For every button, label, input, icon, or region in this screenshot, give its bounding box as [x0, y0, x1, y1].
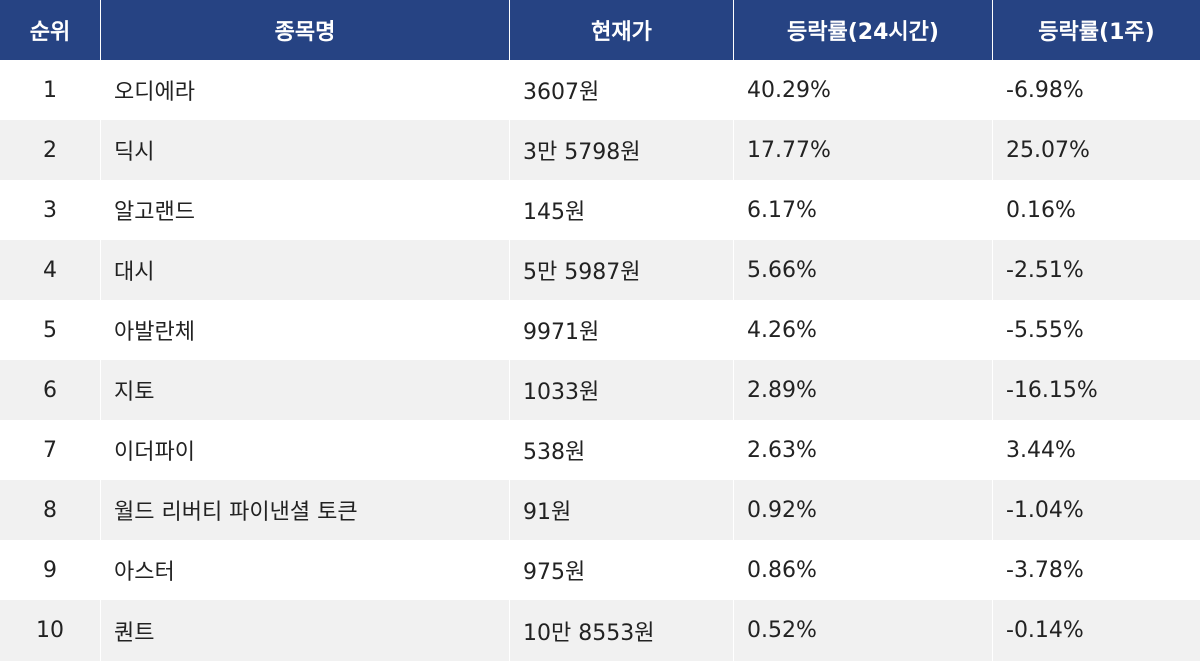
change-24h-cell: 0.86%: [733, 540, 992, 600]
table-body: 1 오디에라 3607원 40.29% -6.98% 2 딕시 3만 5798원…: [0, 60, 1200, 661]
change-1w-cell: 3.44%: [992, 420, 1200, 480]
rank-cell: 2: [0, 120, 100, 180]
change-24h-cell: 17.77%: [733, 120, 992, 180]
change-24h-cell: 40.29%: [733, 60, 992, 120]
rank-cell: 8: [0, 480, 100, 540]
change-24h-cell: 4.26%: [733, 300, 992, 360]
name-cell: 지토: [100, 360, 509, 420]
table-row: 7 이더파이 538원 2.63% 3.44%: [0, 420, 1200, 480]
header-change-24h: 등락률(24시간): [733, 0, 992, 60]
name-cell: 알고랜드: [100, 180, 509, 240]
change-1w-cell: -2.51%: [992, 240, 1200, 300]
name-cell: 대시: [100, 240, 509, 300]
table-row: 4 대시 5만 5987원 5.66% -2.51%: [0, 240, 1200, 300]
rank-cell: 6: [0, 360, 100, 420]
price-cell: 10만 8553원: [509, 600, 733, 661]
change-1w-cell: -16.15%: [992, 360, 1200, 420]
change-1w-cell: -3.78%: [992, 540, 1200, 600]
name-cell: 퀀트: [100, 600, 509, 661]
rank-cell: 1: [0, 60, 100, 120]
table-header: 순위 종목명 현재가 등락률(24시간) 등락률(1주): [0, 0, 1200, 60]
price-cell: 145원: [509, 180, 733, 240]
change-1w-cell: -6.98%: [992, 60, 1200, 120]
table-row: 2 딕시 3만 5798원 17.77% 25.07%: [0, 120, 1200, 180]
name-cell: 이더파이: [100, 420, 509, 480]
price-cell: 3만 5798원: [509, 120, 733, 180]
table-row: 1 오디에라 3607원 40.29% -6.98%: [0, 60, 1200, 120]
change-24h-cell: 0.92%: [733, 480, 992, 540]
table-row: 6 지토 1033원 2.89% -16.15%: [0, 360, 1200, 420]
name-cell: 아스터: [100, 540, 509, 600]
rank-cell: 9: [0, 540, 100, 600]
table-row: 3 알고랜드 145원 6.17% 0.16%: [0, 180, 1200, 240]
header-change-1w: 등락률(1주): [992, 0, 1200, 60]
change-1w-cell: 0.16%: [992, 180, 1200, 240]
header-name: 종목명: [100, 0, 509, 60]
price-cell: 538원: [509, 420, 733, 480]
price-cell: 5만 5987원: [509, 240, 733, 300]
change-1w-cell: 25.07%: [992, 120, 1200, 180]
rank-cell: 10: [0, 600, 100, 661]
header-rank: 순위: [0, 0, 100, 60]
price-cell: 91원: [509, 480, 733, 540]
name-cell: 월드 리버티 파이낸셜 토큰: [100, 480, 509, 540]
table-row: 8 월드 리버티 파이낸셜 토큰 91원 0.92% -1.04%: [0, 480, 1200, 540]
change-24h-cell: 0.52%: [733, 600, 992, 661]
rank-cell: 7: [0, 420, 100, 480]
change-24h-cell: 5.66%: [733, 240, 992, 300]
change-1w-cell: -1.04%: [992, 480, 1200, 540]
name-cell: 오디에라: [100, 60, 509, 120]
rank-cell: 5: [0, 300, 100, 360]
change-24h-cell: 2.63%: [733, 420, 992, 480]
change-1w-cell: -5.55%: [992, 300, 1200, 360]
price-cell: 1033원: [509, 360, 733, 420]
price-cell: 9971원: [509, 300, 733, 360]
name-cell: 아발란체: [100, 300, 509, 360]
header-price: 현재가: [509, 0, 733, 60]
rank-cell: 4: [0, 240, 100, 300]
price-cell: 975원: [509, 540, 733, 600]
change-24h-cell: 6.17%: [733, 180, 992, 240]
change-1w-cell: -0.14%: [992, 600, 1200, 661]
change-24h-cell: 2.89%: [733, 360, 992, 420]
table-row: 5 아발란체 9971원 4.26% -5.55%: [0, 300, 1200, 360]
name-cell: 딕시: [100, 120, 509, 180]
table-row: 10 퀀트 10만 8553원 0.52% -0.14%: [0, 600, 1200, 661]
table-row: 9 아스터 975원 0.86% -3.78%: [0, 540, 1200, 600]
price-cell: 3607원: [509, 60, 733, 120]
rank-cell: 3: [0, 180, 100, 240]
header-row: 순위 종목명 현재가 등락률(24시간) 등락률(1주): [0, 0, 1200, 60]
